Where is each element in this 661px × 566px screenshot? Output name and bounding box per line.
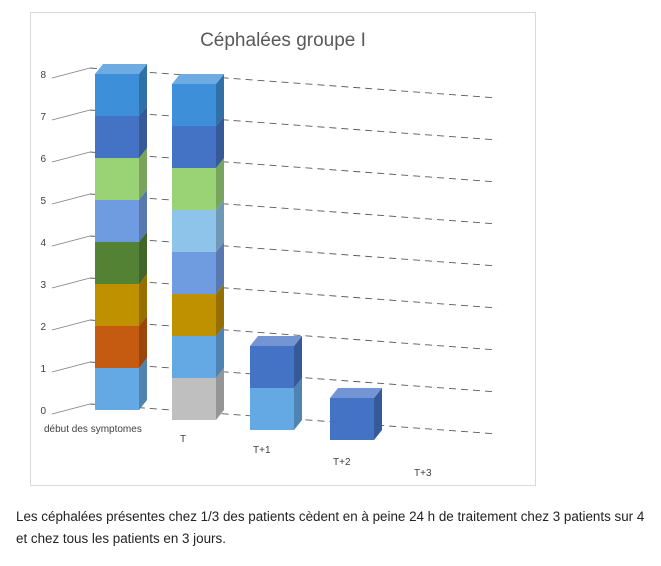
bar-segment-0-4 bbox=[95, 284, 139, 326]
bar-side-0-3 bbox=[139, 316, 147, 368]
bar-side-0-10 bbox=[139, 64, 147, 116]
gridline-8 bbox=[89, 67, 498, 99]
bar-segment-1-4 bbox=[172, 294, 216, 336]
bar-side-3-9 bbox=[374, 388, 382, 440]
gridline-6 bbox=[89, 151, 498, 183]
gridline-5 bbox=[89, 193, 498, 225]
y-tick-label: 0 bbox=[40, 406, 46, 417]
y-tick-label: 7 bbox=[40, 112, 46, 123]
bar-segment-0-10 bbox=[95, 74, 139, 116]
bar-segment-1-1 bbox=[172, 378, 216, 420]
bar-side-0-2 bbox=[139, 358, 147, 410]
gridline-4 bbox=[89, 235, 498, 267]
bar-side-1-8 bbox=[216, 158, 224, 210]
x-category-label: T bbox=[180, 434, 186, 445]
caption-text: Les céphalées présentes chez 1/3 des pat… bbox=[16, 509, 645, 546]
gridline-tick-8 bbox=[51, 67, 91, 79]
y-tick-label: 4 bbox=[40, 238, 46, 249]
bar-segment-0-5 bbox=[95, 242, 139, 284]
bar-top-3 bbox=[330, 388, 382, 398]
bar-segment-2-2 bbox=[250, 388, 294, 430]
bar-segment-0-9 bbox=[95, 116, 139, 158]
gridline-tick-3 bbox=[51, 277, 91, 289]
x-category-label: T+2 bbox=[333, 457, 351, 468]
bar-segment-1-8 bbox=[172, 168, 216, 210]
bar-side-0-8 bbox=[139, 148, 147, 200]
x-category-label: T+3 bbox=[414, 468, 432, 479]
y-tick-label: 6 bbox=[40, 154, 46, 165]
bar-side-2-9 bbox=[294, 336, 302, 388]
bar-side-1-2 bbox=[216, 326, 224, 378]
bar-segment-1-9 bbox=[172, 126, 216, 168]
bar-segment-1-2 bbox=[172, 336, 216, 378]
bar-segment-1-6 bbox=[172, 252, 216, 294]
bar-side-0-9 bbox=[139, 106, 147, 158]
bar-side-0-4 bbox=[139, 274, 147, 326]
y-tick-label: 8 bbox=[40, 70, 46, 81]
chart-title: Céphalées groupe I bbox=[200, 30, 366, 51]
bar-segment-0-6 bbox=[95, 200, 139, 242]
bar-side-0-6 bbox=[139, 190, 147, 242]
bar-side-1-1 bbox=[216, 368, 224, 420]
x-category-label: T+1 bbox=[253, 445, 271, 456]
x-category-label: début des symptomes bbox=[44, 424, 142, 435]
bar-top-0 bbox=[95, 64, 147, 74]
bar-segment-3-9 bbox=[330, 398, 374, 440]
bar-side-2-2 bbox=[294, 378, 302, 430]
gridline-tick-2 bbox=[51, 319, 91, 331]
chart-plot: 0 1 2 3 4 5 6 7 8 début des symptomes T T+1 T+2 T+3 bbox=[40, 64, 498, 479]
gridline-tick-6 bbox=[51, 151, 91, 163]
y-tick-label: 1 bbox=[40, 364, 46, 375]
gridline-tick-4 bbox=[51, 235, 91, 247]
bar-side-1-10 bbox=[216, 74, 224, 126]
bar-top-2 bbox=[250, 336, 302, 346]
gridline-tick-1 bbox=[51, 361, 91, 373]
bar-segment-0-8 bbox=[95, 158, 139, 200]
bar-side-1-6 bbox=[216, 242, 224, 294]
bar-segment-1-10 bbox=[172, 84, 216, 126]
gridline-tick-0 bbox=[51, 403, 91, 415]
bar-top-1 bbox=[172, 74, 224, 84]
bar-side-0-5 bbox=[139, 232, 147, 284]
gridline-7 bbox=[89, 109, 498, 141]
bar-side-1-4 bbox=[216, 284, 224, 336]
y-tick-label: 5 bbox=[40, 196, 46, 207]
gridline-3 bbox=[89, 277, 498, 309]
gridline-tick-7 bbox=[51, 109, 91, 121]
bar-segment-0-2 bbox=[95, 368, 139, 410]
gridline-tick-5 bbox=[51, 193, 91, 205]
bar-segment-0-3 bbox=[95, 326, 139, 368]
bar-side-1-9 bbox=[216, 116, 224, 168]
bar-side-1-7 bbox=[216, 200, 224, 252]
gridline-2 bbox=[89, 319, 498, 351]
bar-segment-2-9 bbox=[250, 346, 294, 388]
bar-segment-1-7 bbox=[172, 210, 216, 252]
y-tick-label: 3 bbox=[40, 280, 46, 291]
y-tick-label: 2 bbox=[40, 322, 46, 333]
